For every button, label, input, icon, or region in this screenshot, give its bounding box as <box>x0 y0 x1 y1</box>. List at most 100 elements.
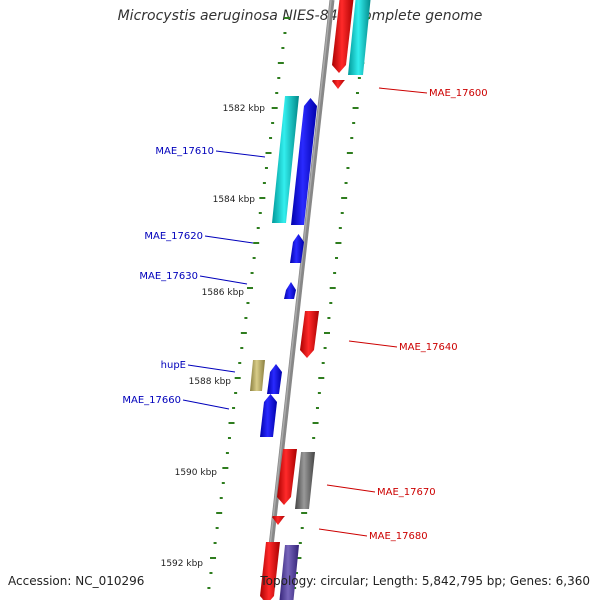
tick-mark <box>312 437 316 439</box>
tick-mark <box>323 347 327 349</box>
tick-mark <box>240 332 247 334</box>
labels: 1582 kbp 1584 kbp 1586 kbp 1588 kbp 1590 kbp… <box>122 88 487 569</box>
gene-feature-MAE_17600[interactable] <box>332 80 345 89</box>
gene-label[interactable]: MAE_17630 <box>139 271 198 282</box>
tick-mark <box>321 362 325 364</box>
label-leader-line <box>326 484 376 493</box>
tick-mark <box>265 152 272 154</box>
tick-mark <box>323 332 330 334</box>
tick-mark <box>259 197 266 199</box>
tick-mark <box>244 317 248 319</box>
tick-mark <box>219 497 223 499</box>
tick-mark <box>298 542 302 544</box>
tick-mark <box>355 92 359 94</box>
label-leader-line <box>199 275 248 285</box>
tick-mark <box>215 527 219 529</box>
tick-mark <box>209 572 213 574</box>
tick-mark <box>258 212 262 214</box>
tick-mark <box>213 542 217 544</box>
tick-mark <box>295 572 299 574</box>
gene-feature-MAE_17610[interactable] <box>291 98 317 225</box>
tick-mark <box>284 17 290 19</box>
tick-mark <box>340 212 344 214</box>
tick-mark <box>300 527 304 529</box>
tick-mark <box>225 452 229 454</box>
tick-mark <box>262 182 266 184</box>
tick-mark <box>312 422 319 424</box>
tick-mark <box>210 557 217 559</box>
label-leader-line <box>187 364 236 373</box>
gene-label[interactable]: MAE_17620 <box>144 231 203 242</box>
tick-mark <box>250 272 254 274</box>
gene-label[interactable]: MAE_17610 <box>155 146 214 157</box>
gene-label[interactable]: MAE_17660 <box>122 395 181 406</box>
tick-mark <box>352 107 359 109</box>
gene-feature-bottom-red[interactable] <box>260 542 280 600</box>
gene-feature-MAE_17640[interactable] <box>300 311 319 358</box>
tick-mark <box>277 77 281 79</box>
tick-mark <box>253 242 260 244</box>
gene-feature-MAE_17660[interactable] <box>260 394 277 437</box>
gene-label[interactable]: MAE_17670 <box>377 487 436 498</box>
kbp-label: 1582 kbp <box>223 104 266 114</box>
summary-text: Topology: circular; Length: 5,842,795 bp… <box>260 574 590 588</box>
tick-mark <box>329 287 336 289</box>
gene-feature-hupE[interactable] <box>250 360 265 391</box>
gene-feature-MAE_17670[interactable] <box>277 449 297 505</box>
label-leaders <box>182 87 428 537</box>
tick-mark <box>341 197 348 199</box>
cds-feature-MAE_17590[interactable] <box>348 0 371 75</box>
tick-mark <box>240 347 244 349</box>
cds-feature-hupE[interactable] <box>267 364 282 394</box>
gene-feature-MAE_17590[interactable] <box>332 0 354 73</box>
gene-features <box>250 0 371 600</box>
gene-feature-MAE_17680[interactable] <box>272 516 285 525</box>
label-leader-line <box>204 235 254 244</box>
gene-label[interactable]: MAE_17600 <box>429 88 488 99</box>
tick-mark <box>216 512 223 514</box>
tick-mark <box>234 377 241 379</box>
gene-label[interactable]: hupE <box>161 360 186 371</box>
tick-mark <box>277 62 284 64</box>
label-leader-line <box>182 399 230 410</box>
genome-backbone <box>262 0 335 600</box>
tick-mark <box>315 407 319 409</box>
gene-feature-MAE_17620[interactable] <box>290 234 304 263</box>
gene-feature-bottom-purple[interactable] <box>279 545 299 600</box>
tick-mark <box>228 422 235 424</box>
tick-mark <box>357 77 361 79</box>
label-leader-line <box>318 528 368 537</box>
tick-mark <box>222 467 229 469</box>
tick-mark <box>264 167 268 169</box>
kbp-label: 1592 kbp <box>161 559 204 569</box>
tick-mark <box>271 122 275 124</box>
gene-feature-MAE_17630[interactable] <box>284 282 296 299</box>
tick-mark <box>234 392 238 394</box>
tick-mark <box>329 302 333 304</box>
tick-mark <box>283 32 287 34</box>
tick-mark <box>352 122 356 124</box>
tick-mark <box>346 152 353 154</box>
tick-mark <box>301 512 308 514</box>
tick-mark <box>344 182 348 184</box>
cds-feature-MAE_17610[interactable] <box>272 96 299 223</box>
tick-mark <box>335 257 339 259</box>
tick-mark <box>227 437 231 439</box>
tick-mark <box>338 227 342 229</box>
tick-mark <box>207 587 211 589</box>
tick-mark <box>269 137 273 139</box>
tick-mark <box>333 272 337 274</box>
tick-mark <box>346 167 350 169</box>
tick-mark <box>238 362 242 364</box>
tick-mark <box>335 242 342 244</box>
label-leader-line <box>348 340 398 348</box>
tick-mark <box>317 392 321 394</box>
gene-label[interactable]: MAE_17640 <box>399 342 458 353</box>
tick-mark <box>247 287 254 289</box>
gene-label[interactable]: MAE_17680 <box>369 531 428 542</box>
cds-feature-MAE_17670[interactable] <box>295 452 315 509</box>
kbp-label: 1586 kbp <box>202 288 245 298</box>
kbp-label: 1588 kbp <box>189 377 232 387</box>
tick-mark <box>232 407 236 409</box>
